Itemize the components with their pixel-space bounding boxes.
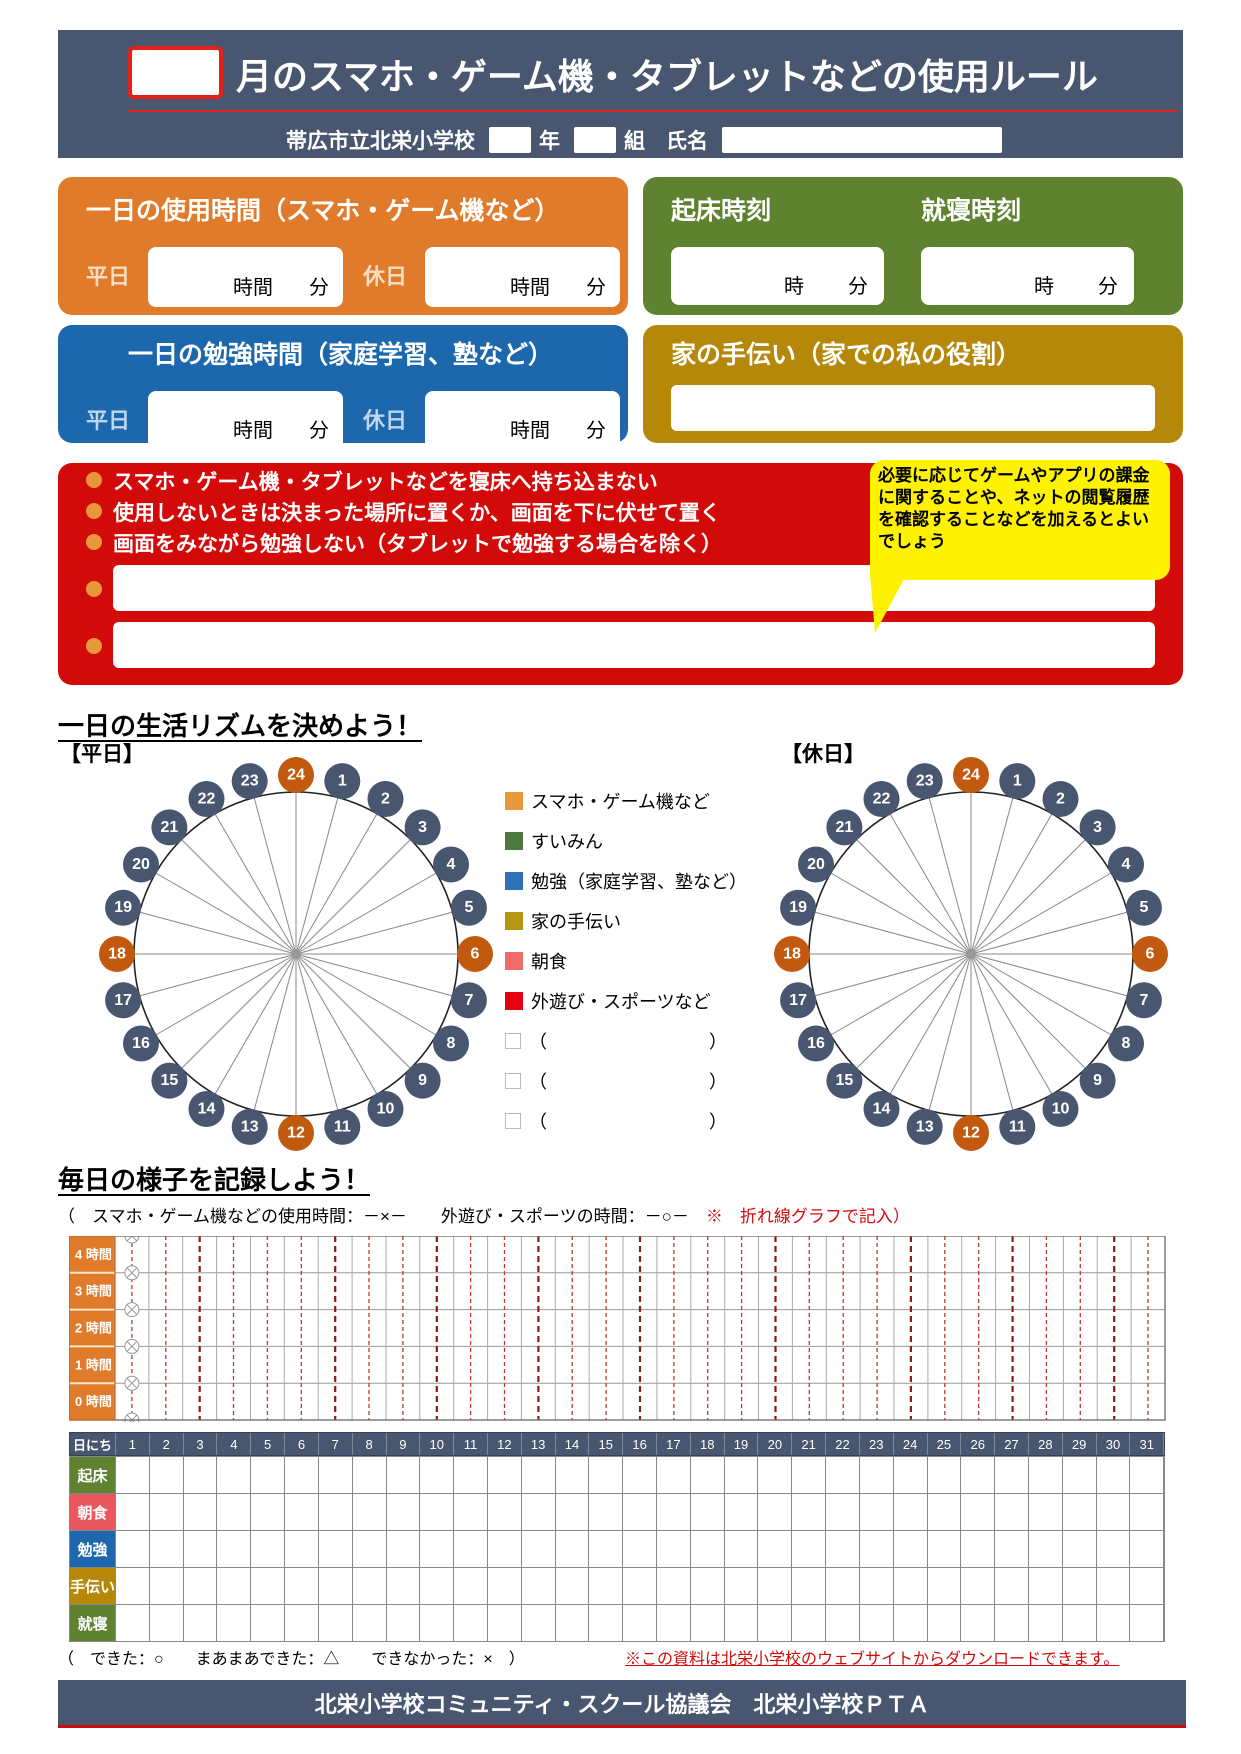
svg-text:11: 11 (1009, 1118, 1026, 1135)
svg-text:11: 11 (334, 1118, 351, 1135)
svg-text:0 時間: 0 時間 (75, 1394, 112, 1409)
svg-text:6: 6 (471, 946, 480, 963)
svg-text:7: 7 (464, 992, 473, 1009)
svg-text:10: 10 (1052, 1101, 1070, 1118)
svg-text:4 時間: 4 時間 (75, 1247, 112, 1262)
svg-text:1 時間: 1 時間 (75, 1357, 112, 1372)
svg-text:15: 15 (836, 1072, 854, 1089)
svg-text:19: 19 (789, 899, 807, 916)
svg-text:20: 20 (807, 856, 825, 873)
svg-text:15: 15 (161, 1072, 179, 1089)
svg-text:16: 16 (132, 1035, 150, 1052)
svg-text:22: 22 (198, 791, 216, 808)
svg-text:3 時間: 3 時間 (75, 1284, 112, 1299)
svg-text:19: 19 (114, 899, 132, 916)
svg-text:6: 6 (1146, 946, 1155, 963)
svg-text:24: 24 (962, 767, 980, 784)
svg-text:17: 17 (114, 992, 132, 1009)
svg-text:23: 23 (241, 773, 259, 790)
svg-text:21: 21 (836, 819, 854, 836)
svg-text:3: 3 (418, 819, 427, 836)
svg-text:23: 23 (916, 773, 934, 790)
svg-text:22: 22 (873, 791, 891, 808)
svg-text:10: 10 (377, 1101, 395, 1118)
svg-text:8: 8 (1122, 1035, 1131, 1052)
svg-text:5: 5 (464, 899, 473, 916)
svg-text:17: 17 (789, 992, 807, 1009)
svg-text:18: 18 (783, 946, 801, 963)
svg-text:7: 7 (1139, 992, 1148, 1009)
svg-text:16: 16 (807, 1035, 825, 1052)
svg-text:3: 3 (1093, 819, 1102, 836)
svg-text:8: 8 (447, 1035, 456, 1052)
svg-text:2: 2 (381, 791, 390, 808)
svg-text:12: 12 (962, 1125, 980, 1142)
svg-text:1: 1 (338, 773, 347, 790)
svg-text:14: 14 (198, 1101, 216, 1118)
svg-text:9: 9 (1093, 1072, 1102, 1089)
svg-text:5: 5 (1139, 899, 1148, 916)
svg-text:21: 21 (161, 819, 179, 836)
svg-text:4: 4 (447, 856, 456, 873)
svg-text:2: 2 (1056, 791, 1065, 808)
svg-text:9: 9 (418, 1072, 427, 1089)
svg-text:24: 24 (287, 767, 305, 784)
svg-text:14: 14 (873, 1101, 891, 1118)
svg-text:13: 13 (241, 1118, 259, 1135)
svg-text:2 時間: 2 時間 (75, 1321, 112, 1336)
svg-text:1: 1 (1013, 773, 1022, 790)
svg-text:13: 13 (916, 1118, 934, 1135)
svg-text:4: 4 (1122, 856, 1131, 873)
svg-text:20: 20 (132, 856, 150, 873)
svg-text:12: 12 (287, 1125, 305, 1142)
svg-text:18: 18 (108, 946, 126, 963)
